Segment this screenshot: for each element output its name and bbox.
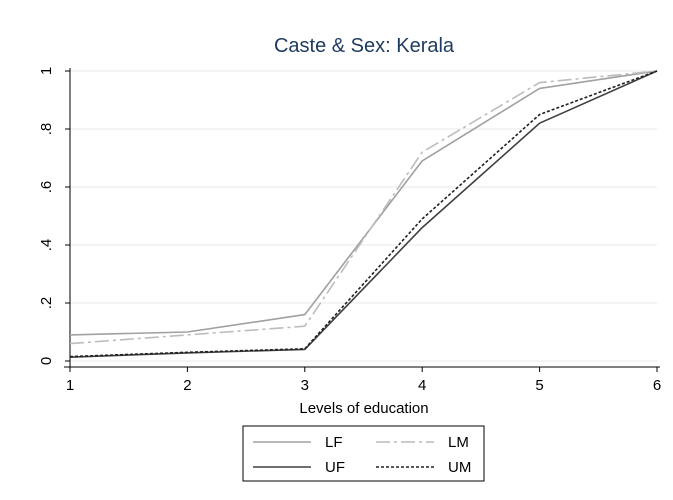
legend-box (242, 425, 485, 482)
legend-label-um: UM (448, 459, 471, 476)
series-line-lf (69, 70, 658, 336)
x-tick-label: 6 (653, 377, 661, 394)
y-tick-label: .2 (38, 297, 55, 310)
y-tick-label: .6 (38, 181, 55, 194)
legend-label-lm: LM (448, 434, 469, 451)
series-line-lm (69, 70, 658, 345)
x-axis-label: Levels of education (299, 400, 428, 417)
y-tick-label: .4 (38, 239, 55, 252)
axes: 0 .2 .4 .6 .8 1 1 2 3 4 5 6 (38, 67, 661, 394)
series-lines (69, 70, 658, 358)
x-tick-label: 3 (301, 377, 309, 394)
y-tick-label: .8 (38, 123, 55, 136)
gridlines (70, 70, 657, 362)
x-tick-label: 5 (535, 377, 543, 394)
series-line-um (69, 70, 658, 358)
y-tick-label: 1 (38, 67, 55, 75)
x-tick-label: 2 (183, 377, 191, 394)
legend: LF LM UF UM (242, 425, 485, 482)
x-tick-label: 4 (418, 377, 426, 394)
chart-title: Caste & Sex: Kerala (274, 35, 455, 57)
y-tick-label: 0 (38, 357, 55, 365)
legend-label-lf: LF (325, 434, 343, 451)
x-tick-label: 1 (66, 377, 74, 394)
legend-label-uf: UF (325, 459, 345, 476)
